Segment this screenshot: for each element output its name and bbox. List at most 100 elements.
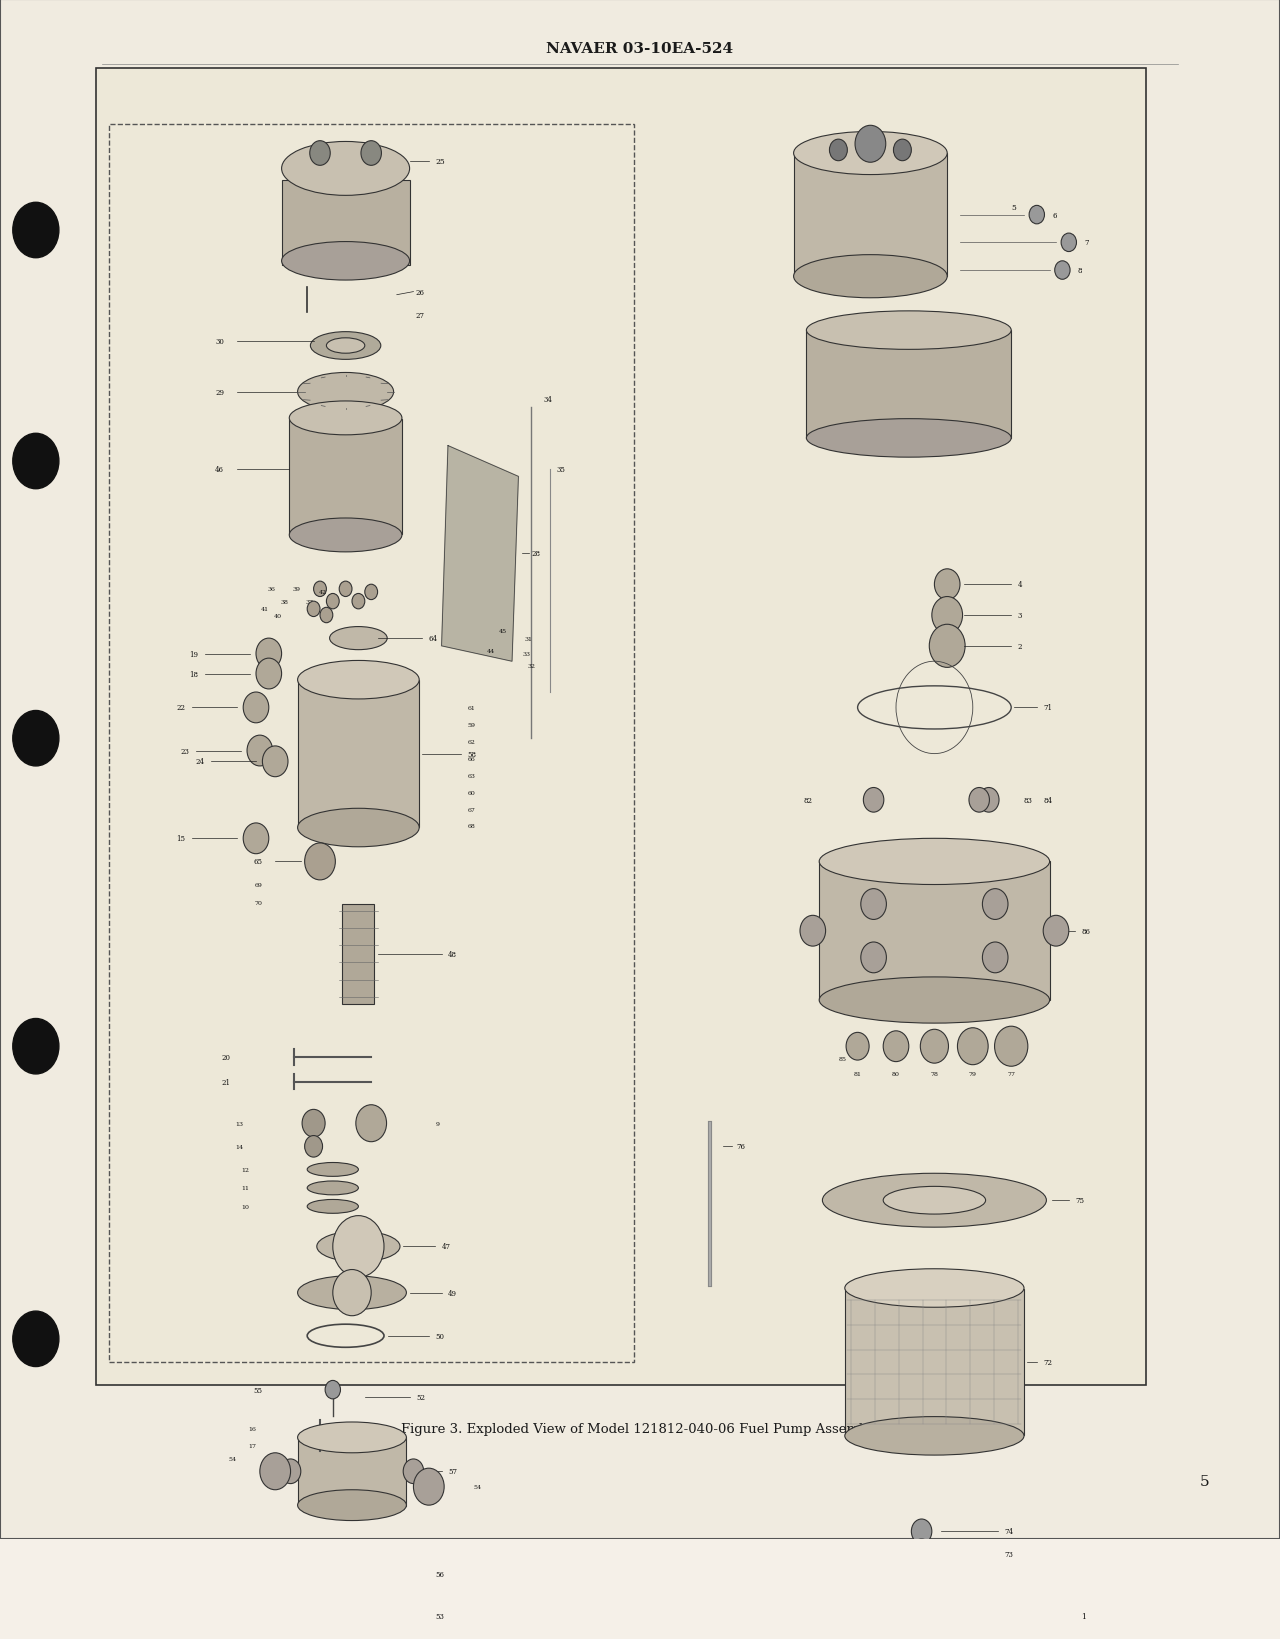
Text: 69: 69 [255,882,262,887]
Circle shape [247,736,273,767]
Ellipse shape [823,1174,1047,1228]
Circle shape [256,639,282,669]
Text: 32: 32 [527,664,535,669]
Text: 9: 9 [435,1121,439,1126]
Text: 44: 44 [486,649,494,654]
Text: 14: 14 [236,1144,243,1149]
Text: 5: 5 [1011,203,1016,211]
Circle shape [932,597,963,634]
Bar [96,69,1146,1385]
Circle shape [13,711,59,767]
Circle shape [326,593,339,610]
Text: 18: 18 [189,670,198,679]
Circle shape [846,1585,864,1608]
Ellipse shape [282,243,410,280]
Text: 81: 81 [854,1072,861,1077]
Text: 35: 35 [557,465,566,474]
Ellipse shape [317,1231,401,1262]
Text: 21: 21 [221,1078,230,1087]
Circle shape [1018,1624,1036,1639]
Circle shape [1018,1585,1036,1608]
Text: 59: 59 [467,723,475,728]
Circle shape [280,1459,301,1483]
Text: 52: 52 [416,1393,425,1401]
Ellipse shape [282,143,410,197]
Text: 65: 65 [253,857,262,865]
Text: 58: 58 [467,751,476,759]
Text: 12: 12 [242,1167,250,1172]
Circle shape [800,916,826,947]
Text: 68: 68 [467,824,475,829]
Circle shape [932,1632,950,1639]
Bar [298,682,420,828]
Circle shape [305,1136,323,1157]
Ellipse shape [298,1490,407,1521]
Text: 83: 83 [1024,797,1033,805]
Ellipse shape [806,420,1011,457]
Circle shape [352,593,365,610]
Ellipse shape [819,839,1050,885]
Ellipse shape [845,1269,1024,1308]
Ellipse shape [298,661,420,700]
Bar [109,125,634,1362]
Bar [794,154,947,277]
Text: NAVAER 03-10EA-524: NAVAER 03-10EA-524 [547,43,733,56]
Text: 17: 17 [248,1442,256,1447]
Text: 6: 6 [1052,211,1057,220]
Text: 7: 7 [1084,239,1089,247]
Ellipse shape [307,1162,358,1177]
Circle shape [983,888,1009,919]
Text: 79: 79 [969,1072,977,1077]
Bar [806,331,1011,439]
Circle shape [864,788,884,813]
Circle shape [978,788,998,813]
Circle shape [342,1562,362,1587]
Circle shape [333,1216,384,1277]
Text: 73: 73 [1005,1550,1014,1559]
Circle shape [325,1380,340,1400]
Circle shape [307,602,320,618]
Text: 76: 76 [736,1142,745,1151]
Circle shape [995,1026,1028,1067]
Circle shape [329,1547,375,1603]
Text: 2: 2 [1018,642,1023,651]
Text: 3: 3 [1018,611,1021,620]
Circle shape [302,1110,325,1137]
Circle shape [883,1031,909,1062]
Circle shape [305,844,335,880]
Text: 46: 46 [215,465,224,474]
Bar [282,180,410,266]
Ellipse shape [298,374,394,411]
Text: 13: 13 [236,1121,243,1126]
Ellipse shape [330,628,388,651]
Circle shape [1043,916,1069,947]
Text: 49: 49 [448,1288,457,1296]
Ellipse shape [298,808,420,847]
Ellipse shape [307,1182,358,1195]
Text: 64: 64 [429,634,438,642]
Text: 78: 78 [931,1072,938,1077]
Text: 24: 24 [196,757,205,765]
Circle shape [365,585,378,600]
Text: 8: 8 [1078,267,1083,275]
Text: 42: 42 [319,590,326,595]
Circle shape [333,1270,371,1316]
Text: 67: 67 [467,806,475,811]
Text: 63: 63 [467,774,475,779]
Text: 34: 34 [544,397,553,405]
Text: 20: 20 [221,1054,230,1062]
Bar [343,905,375,1005]
Text: 38: 38 [280,600,288,605]
Circle shape [13,1019,59,1074]
Text: 29: 29 [215,388,224,397]
Text: 10: 10 [242,1205,250,1210]
Text: 75: 75 [1075,1196,1084,1205]
Circle shape [13,434,59,490]
Circle shape [260,1452,291,1490]
Circle shape [243,823,269,854]
Circle shape [855,126,886,164]
Circle shape [256,659,282,690]
Ellipse shape [813,1583,1069,1639]
Circle shape [339,582,352,597]
Ellipse shape [326,339,365,354]
